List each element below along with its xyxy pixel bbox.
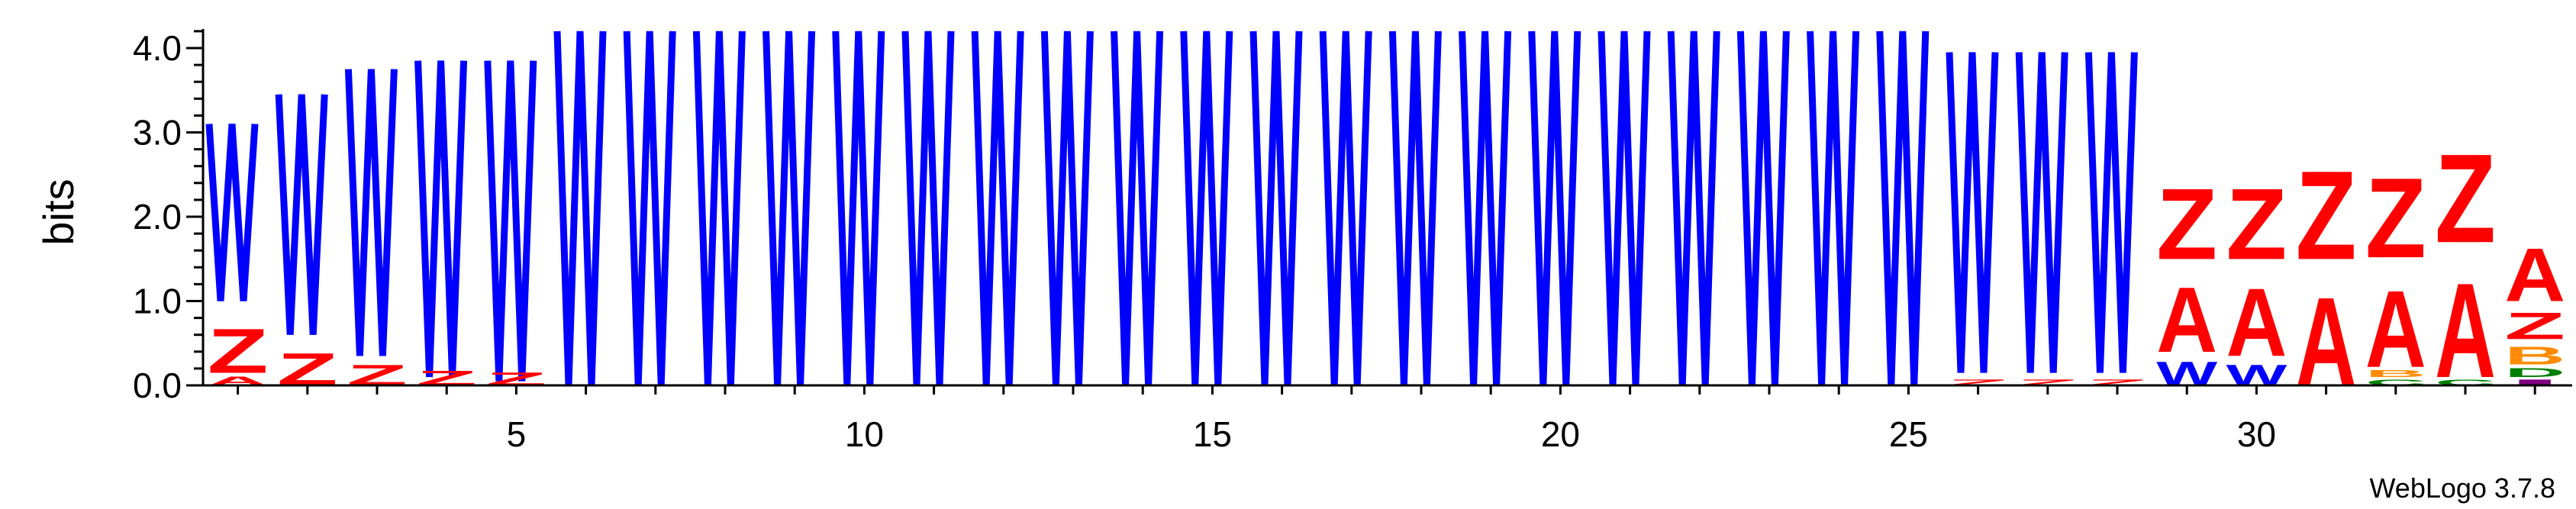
axes: 0.0 1.0 2.0 3.0 4.0 5 10 15 20 25 30 bbox=[133, 28, 2572, 454]
zigzag-mark bbox=[1876, 31, 1930, 386]
svg-text:A: A bbox=[2365, 267, 2426, 390]
letter-z: Z bbox=[2504, 304, 2565, 347]
zigzag-mark bbox=[832, 31, 885, 386]
letter-b: B bbox=[2504, 342, 2565, 370]
svg-text:A: A bbox=[2435, 255, 2496, 406]
svg-text:A: A bbox=[2226, 268, 2287, 377]
svg-text:Z: Z bbox=[2226, 169, 2287, 282]
zigzag-mark bbox=[1040, 31, 1094, 386]
zigzag-mark bbox=[553, 31, 607, 386]
y-axis-title: bits bbox=[34, 179, 82, 245]
letter-z: Z bbox=[2435, 128, 2496, 269]
zigzag-mark bbox=[1598, 31, 1651, 386]
zigzag-mark bbox=[762, 31, 816, 386]
zigzag-mark bbox=[1180, 31, 1233, 386]
zigzag-mark bbox=[484, 60, 537, 382]
zigzag-mark bbox=[1946, 52, 1999, 373]
zigzag-mark bbox=[623, 31, 676, 386]
zigzag-mark bbox=[1807, 31, 1860, 386]
zigzag-mark bbox=[2084, 52, 2138, 373]
svg-text:B: B bbox=[2504, 342, 2565, 370]
zigzag-mark bbox=[971, 31, 1024, 386]
svg-text:B: B bbox=[2365, 368, 2426, 379]
credit-label: WebLogo 3.7.8 bbox=[2369, 472, 2555, 504]
y-tick-label: 2.0 bbox=[133, 197, 182, 237]
svg-text:Z: Z bbox=[2504, 304, 2565, 347]
zigzag-mark bbox=[1459, 31, 1512, 386]
x-tick-label: 15 bbox=[1193, 414, 1232, 454]
zigzag-mark bbox=[692, 31, 746, 386]
letter-z: Z bbox=[208, 316, 269, 387]
zigzag-mark bbox=[2015, 52, 2068, 373]
letter-a: A bbox=[2365, 267, 2426, 390]
y-tick-label: 4.0 bbox=[133, 28, 182, 68]
zigzag-mark bbox=[1249, 31, 1303, 386]
svg-text:Z: Z bbox=[2365, 155, 2426, 282]
letter-z: Z bbox=[2156, 169, 2217, 282]
zigzag-mark bbox=[205, 124, 259, 301]
y-tick-label: 0.0 bbox=[133, 366, 182, 405]
svg-text:A: A bbox=[2156, 269, 2217, 372]
x-tick-label: 20 bbox=[1541, 414, 1580, 454]
letter-z: Z bbox=[2296, 146, 2357, 287]
zigzag-mark bbox=[901, 31, 955, 386]
svg-text:A: A bbox=[2504, 233, 2565, 317]
svg-text:D: D bbox=[2504, 366, 2565, 379]
y-tick-label: 3.0 bbox=[133, 113, 182, 153]
letter-z: Z bbox=[2226, 169, 2287, 282]
zigzag-mark bbox=[1736, 31, 1790, 386]
letter-a: A bbox=[2504, 233, 2565, 317]
svg-text:Z: Z bbox=[2435, 128, 2496, 269]
x-tick-label: 30 bbox=[2237, 414, 2276, 454]
x-tick-label: 5 bbox=[507, 414, 527, 454]
svg-text:Z: Z bbox=[208, 316, 269, 387]
zigzag-mark bbox=[1528, 31, 1581, 386]
zigzag-mark bbox=[1667, 31, 1720, 386]
x-tick-label: 10 bbox=[845, 414, 884, 454]
letter-a: A bbox=[2156, 269, 2217, 372]
zigzag-mark bbox=[275, 94, 328, 335]
zigzag-mark bbox=[414, 60, 468, 378]
zigzag-mark bbox=[1319, 31, 1372, 386]
letter-a: A bbox=[2435, 255, 2496, 406]
zigzag-mark bbox=[344, 69, 398, 356]
zigzag-mark bbox=[1111, 31, 1164, 386]
zigzag-mark bbox=[1388, 31, 1442, 386]
letter-d: D bbox=[2504, 366, 2565, 379]
letter-z: Z bbox=[2365, 155, 2426, 282]
letter-a: A bbox=[2226, 268, 2287, 377]
y-tick-label: 1.0 bbox=[133, 282, 182, 321]
svg-text:Z: Z bbox=[2156, 169, 2217, 282]
letter-b: B bbox=[2365, 368, 2426, 379]
zigzag-series bbox=[205, 31, 2138, 386]
svg-text:Z: Z bbox=[2296, 146, 2357, 287]
x-tick-label: 25 bbox=[1889, 414, 1928, 454]
